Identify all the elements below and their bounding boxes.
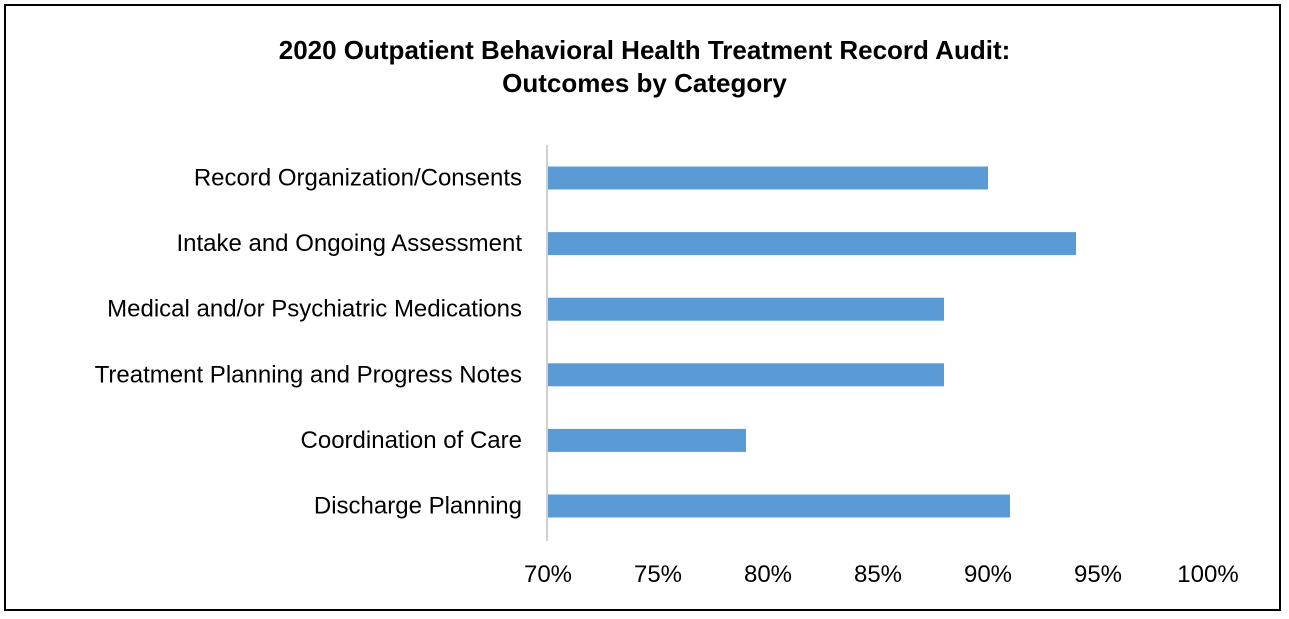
category-label: Discharge Planning — [314, 493, 522, 520]
bar — [548, 166, 988, 190]
x-tick-label: 70% — [524, 561, 572, 588]
category-label: Intake and Ongoing Assessment — [176, 230, 522, 257]
x-tick-label: 90% — [964, 561, 1012, 588]
chart-title-line-2: Outcomes by Category — [502, 68, 787, 98]
bar — [548, 363, 944, 387]
x-tick-label: 75% — [634, 561, 682, 588]
bar — [548, 428, 746, 452]
x-tick-label: 95% — [1074, 561, 1122, 588]
bar — [548, 494, 1010, 518]
category-label: Record Organization/Consents — [194, 165, 522, 192]
bar — [548, 232, 1076, 256]
x-tick-label: 85% — [854, 561, 902, 588]
bar — [548, 297, 944, 321]
chart-title-line-1: 2020 Outpatient Behavioral Health Treatm… — [278, 35, 1011, 65]
chart-title: 2020 Outpatient Behavioral Health Treatm… — [0, 34, 1289, 100]
category-label: Treatment Planning and Progress Notes — [95, 361, 522, 388]
chart-frame — [4, 4, 1281, 611]
category-label: Medical and/or Psychiatric Medications — [107, 296, 522, 323]
category-label: Coordination of Care — [301, 427, 522, 454]
x-tick-label: 100% — [1177, 561, 1238, 588]
x-tick-label: 80% — [744, 561, 792, 588]
